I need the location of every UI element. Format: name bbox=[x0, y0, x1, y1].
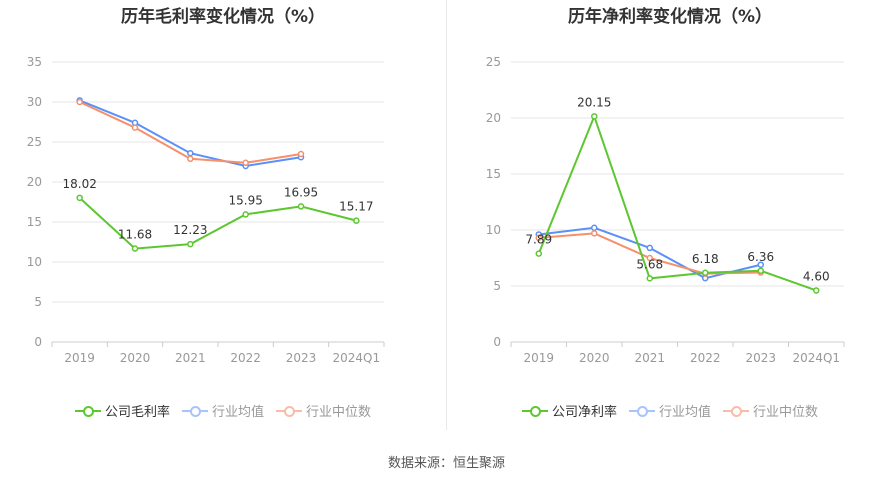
data-point-median bbox=[535, 234, 542, 242]
legend-line-circle-icon bbox=[521, 405, 548, 417]
x-tick-label: 2024Q1 bbox=[333, 351, 381, 365]
y-tick-label: 20 bbox=[27, 175, 42, 189]
data-source: 数据来源：恒生聚源 bbox=[387, 456, 505, 471]
x-tick-label: 2019 bbox=[523, 351, 554, 365]
data-point-median bbox=[297, 150, 305, 158]
data-label: 11.68 bbox=[118, 228, 152, 242]
gross-margin-panel: 历年毛利率变化情况（%） 0 5 10 15 20 25 30 35 2019 2020 2021 2… bbox=[0, 0, 446, 481]
y-tick-label: 5 bbox=[34, 295, 42, 309]
legend-line-circle-icon bbox=[74, 405, 101, 417]
x-tick-label: 2022 bbox=[230, 351, 261, 365]
data-point-median bbox=[242, 159, 249, 167]
data-point-company bbox=[757, 267, 764, 275]
legend-label: 公司毛利率 bbox=[104, 405, 170, 420]
y-tick-label: 10 bbox=[27, 255, 42, 269]
data-point-company bbox=[813, 287, 820, 294]
series-line-company bbox=[537, 113, 817, 292]
x-tick-label: 2023 bbox=[745, 351, 776, 365]
x-tick-label: 2020 bbox=[120, 351, 151, 365]
legend-industry-avg[interactable]: 行业均值 bbox=[628, 401, 711, 420]
y-tick-label: 15 bbox=[27, 215, 42, 229]
data-point-company bbox=[131, 245, 139, 252]
net-margin-legend: 公司净利率 行业均值 行业中位数 bbox=[447, 401, 893, 420]
y-tick-label: 0 bbox=[34, 335, 42, 349]
data-point-company bbox=[646, 275, 653, 282]
panel-divider bbox=[446, 0, 447, 430]
legend-label: 行业均值 bbox=[211, 405, 264, 420]
data-point-company bbox=[535, 250, 542, 257]
y-tick-label: 35 bbox=[27, 55, 42, 69]
data-label: 4.60 bbox=[803, 269, 830, 283]
legend-label: 行业中位数 bbox=[306, 405, 372, 420]
data-point-company bbox=[702, 269, 709, 277]
data-point-company bbox=[76, 194, 83, 202]
net-margin-chart: 0 5 10 15 20 25 2019 2020 2021 2022 2023 2024Q1 7.89… bbox=[486, 55, 845, 365]
data-point-company bbox=[242, 211, 249, 218]
legend-label: 行业均值 bbox=[658, 405, 711, 420]
y-tick-label: 15 bbox=[486, 167, 501, 181]
x-tick-label: 2024Q1 bbox=[792, 351, 840, 365]
data-point-median bbox=[591, 230, 598, 237]
legend-line-circle-icon bbox=[628, 405, 655, 417]
data-point-median bbox=[76, 98, 83, 106]
gross-margin-legend: 公司毛利率 行业均值 行业中位数 bbox=[0, 401, 446, 420]
data-point-median bbox=[131, 124, 139, 131]
data-point-avg bbox=[646, 244, 653, 252]
data-point-median bbox=[646, 254, 653, 262]
y-tick-label: 10 bbox=[486, 223, 501, 237]
y-tick-label: 20 bbox=[486, 111, 501, 125]
legend-industry-avg[interactable]: 行业均值 bbox=[181, 401, 264, 420]
x-tick-label: 2019 bbox=[64, 351, 95, 365]
data-point-avg bbox=[591, 224, 598, 232]
y-tick-label: 25 bbox=[27, 135, 42, 149]
data-point-median bbox=[187, 155, 194, 163]
legend-company-net[interactable]: 公司净利率 bbox=[521, 401, 617, 420]
data-label: 15.95 bbox=[228, 193, 262, 207]
legend-line-circle-icon bbox=[723, 405, 749, 417]
legend-line-circle-icon bbox=[181, 405, 208, 417]
y-tick-label: 5 bbox=[493, 279, 501, 293]
x-tick-label: 2023 bbox=[286, 351, 317, 365]
data-point-company bbox=[187, 240, 194, 248]
data-label: 16.95 bbox=[284, 185, 318, 199]
gross-margin-title: 历年毛利率变化情况（%） bbox=[120, 7, 326, 27]
data-label: 6.18 bbox=[692, 252, 719, 266]
y-tick-label: 30 bbox=[27, 95, 42, 109]
legend-label: 行业中位数 bbox=[753, 405, 819, 420]
data-label: 12.23 bbox=[173, 223, 207, 237]
legend-industry-median[interactable]: 行业中位数 bbox=[723, 401, 818, 420]
x-tick-label: 2021 bbox=[175, 351, 206, 365]
data-label: 15.17 bbox=[339, 200, 373, 214]
legend-line-circle-icon bbox=[276, 405, 302, 417]
data-point-company bbox=[297, 203, 305, 210]
x-tick-label: 2022 bbox=[690, 351, 721, 365]
data-label: 7.89 bbox=[525, 233, 552, 247]
data-point-company bbox=[591, 113, 598, 120]
y-tick-label: 0 bbox=[493, 335, 501, 349]
net-margin-title: 历年净利率变化情况（%） bbox=[567, 7, 773, 27]
legend-industry-median[interactable]: 行业中位数 bbox=[276, 401, 371, 420]
net-margin-panel: 历年净利率变化情况（%） 0 5 10 15 20 25 2019 2020 2021 2022 2… bbox=[447, 0, 893, 481]
data-label: 18.02 bbox=[62, 177, 96, 191]
data-label: 5.68 bbox=[636, 257, 663, 271]
series-line-company bbox=[78, 197, 357, 250]
data-point-avg bbox=[757, 261, 764, 268]
data-point-avg bbox=[187, 149, 194, 157]
data-label: 6.36 bbox=[747, 250, 774, 264]
data-label: 20.15 bbox=[577, 95, 611, 109]
data-point-company bbox=[353, 217, 360, 224]
gross-margin-chart: 0 5 10 15 20 25 30 35 2019 2020 2021 2022 2023 2024Q1… bbox=[27, 55, 385, 365]
y-tick-label: 25 bbox=[486, 55, 501, 69]
x-tick-label: 2021 bbox=[634, 351, 665, 365]
x-tick-label: 2020 bbox=[579, 351, 610, 365]
legend-company-gross[interactable]: 公司毛利率 bbox=[74, 401, 170, 420]
legend-label: 公司净利率 bbox=[551, 405, 617, 420]
